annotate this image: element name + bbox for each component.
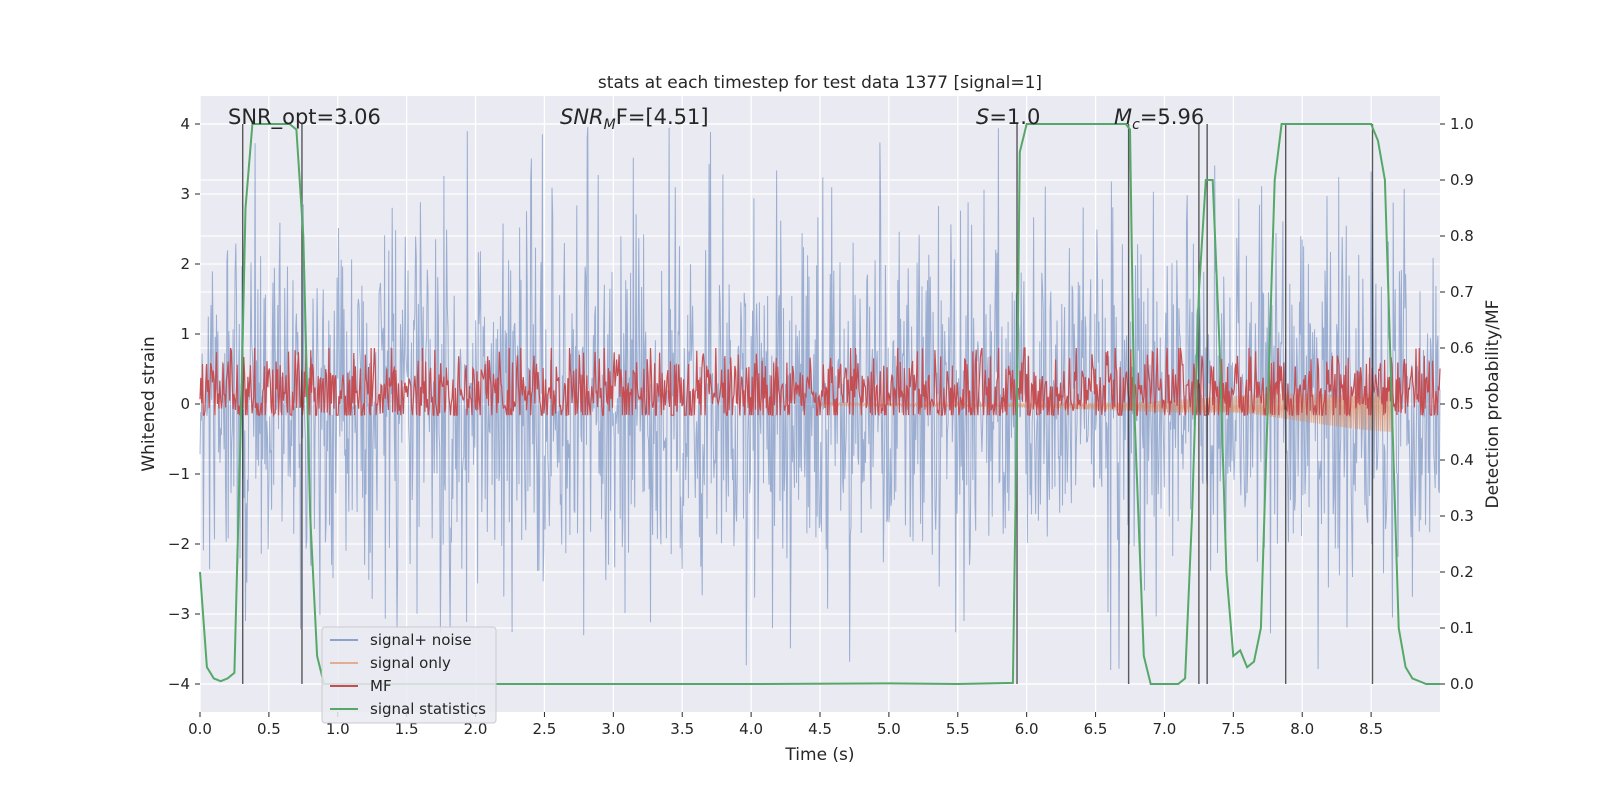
y2-tick-label: 1.0 bbox=[1450, 115, 1474, 133]
y2-tick-label: 0.5 bbox=[1450, 395, 1474, 413]
y-tick-label: 2 bbox=[180, 255, 190, 273]
y2-tick-label: 0.0 bbox=[1450, 675, 1474, 693]
x-axis-label: Time (s) bbox=[784, 745, 854, 765]
x-tick-label: 7.5 bbox=[1221, 720, 1245, 738]
x-tick-label: 4.0 bbox=[739, 720, 763, 738]
annotation-snr-mf-value: F=[4.51] bbox=[616, 105, 709, 129]
annotation-snr-mf-symbol: SNR bbox=[560, 105, 604, 129]
annotation-s-symbol: S bbox=[976, 105, 989, 129]
legend-label-signal-only: signal only bbox=[370, 654, 451, 672]
y2-tick-label: 0.3 bbox=[1450, 507, 1474, 525]
legend-label-signal-statistics: signal statistics bbox=[370, 700, 486, 718]
signal-noise-line bbox=[199, 126, 1441, 671]
annotation-s: S=1.0 bbox=[976, 105, 1040, 129]
annotation-snr-opt: SNR_opt=3.06 bbox=[228, 105, 381, 130]
y-tick-label: 4 bbox=[180, 115, 190, 133]
x-tick-label: 6.0 bbox=[1015, 720, 1039, 738]
signal-noise-series bbox=[199, 126, 1441, 671]
annotation-mc-symbol: M bbox=[1114, 105, 1132, 129]
x-tick-label: 3.5 bbox=[670, 720, 694, 738]
y-tick-label: −2 bbox=[168, 535, 190, 553]
y2-tick-label: 0.6 bbox=[1450, 339, 1474, 357]
y-tick-label: −1 bbox=[168, 465, 190, 483]
y2-axis-label: Detection probability/MF bbox=[1483, 300, 1503, 509]
x-tick-label: 2.5 bbox=[533, 720, 557, 738]
y-tick-label: 1 bbox=[180, 325, 190, 343]
x-tick-label: 8.0 bbox=[1290, 720, 1314, 738]
y-tick-label: −4 bbox=[168, 675, 190, 693]
y2-tick-label: 0.8 bbox=[1450, 227, 1474, 245]
x-tick-label: 0.5 bbox=[257, 720, 281, 738]
x-tick-label: 1.0 bbox=[326, 720, 350, 738]
x-tick-label: 0.0 bbox=[188, 720, 212, 738]
annotation-s-value: =1.0 bbox=[989, 105, 1040, 129]
y-axis-label: Whitened strain bbox=[139, 336, 159, 471]
chart-title: stats at each timestep for test data 137… bbox=[598, 73, 1042, 93]
x-tick-label: 1.5 bbox=[395, 720, 419, 738]
y-tick-label: 3 bbox=[180, 185, 190, 203]
x-tick-label: 4.5 bbox=[808, 720, 832, 738]
legend-label-signal-noise: signal+ noise bbox=[370, 631, 472, 649]
legend: signal+ noise signal only MF signal stat… bbox=[321, 626, 497, 724]
y2-tick-label: 0.4 bbox=[1450, 451, 1474, 469]
annotation-snr-mf-sub: M bbox=[604, 117, 616, 133]
x-tick-label: 5.0 bbox=[877, 720, 901, 738]
signal-statistics-series bbox=[199, 123, 1440, 686]
annotation-mc: Mc=5.96 bbox=[1114, 105, 1204, 133]
x-tick-label: 8.5 bbox=[1359, 720, 1383, 738]
y2-tick-label: 0.7 bbox=[1450, 283, 1474, 301]
mf-line bbox=[199, 347, 1441, 418]
annotation-mc-value: =5.96 bbox=[1140, 105, 1204, 129]
signal-statistics-line bbox=[199, 123, 1440, 686]
annotation-mc-sub: c bbox=[1132, 117, 1140, 133]
x-tick-label: 7.0 bbox=[1153, 720, 1177, 738]
x-tick-label: 5.5 bbox=[946, 720, 970, 738]
y2-tick-label: 0.9 bbox=[1450, 171, 1474, 189]
y2-tick-label: 0.2 bbox=[1450, 563, 1474, 581]
x-tick-label: 6.5 bbox=[1084, 720, 1108, 738]
axis-ticks: 0.0 0.5 1.0 1.5 2.0 2.5 3.0 3.5 4.0 4.5 5.0 5.5 6.0 6… bbox=[168, 115, 1474, 738]
x-tick-label: 2.0 bbox=[464, 720, 488, 738]
annotation-snr-mf: SNRMF=[4.51] bbox=[560, 105, 709, 133]
y-tick-label: −3 bbox=[168, 605, 190, 623]
x-tick-label: 3.0 bbox=[601, 720, 625, 738]
legend-label-mf: MF bbox=[370, 677, 392, 695]
legend-box bbox=[321, 626, 497, 724]
mf-series bbox=[199, 347, 1441, 418]
y2-tick-label: 0.1 bbox=[1450, 619, 1474, 637]
y-tick-label: 0 bbox=[180, 395, 190, 413]
